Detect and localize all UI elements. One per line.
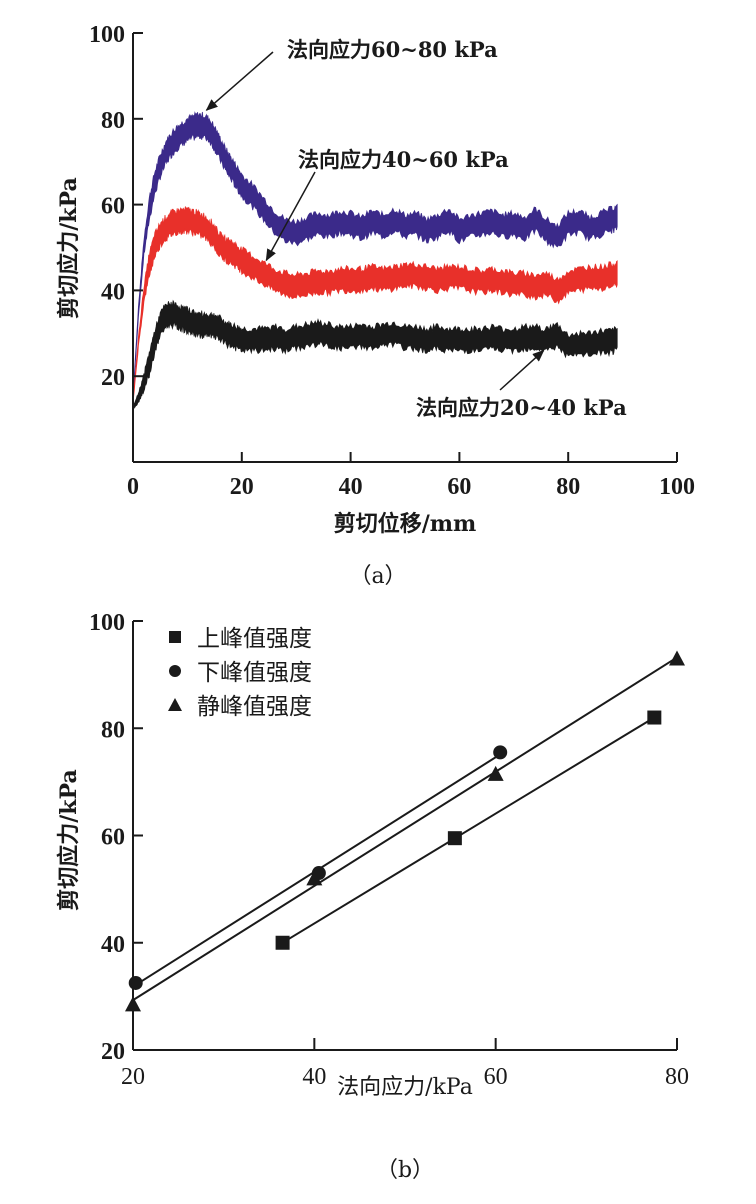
- data-point-circle: [128, 975, 143, 990]
- chart-b-x-axis-title: 法向应力/kPa: [337, 1075, 473, 1100]
- curve-band-3: [132, 299, 618, 411]
- chart-a-y-tick-label: 60: [101, 194, 125, 220]
- legend-marker-triangle: [168, 698, 182, 711]
- annotation-label-1: 法向应力60~80 kPa: [287, 37, 498, 62]
- chart-b-x-tick-label: 80: [665, 1064, 689, 1090]
- chart-a-y-tick-label: 80: [101, 108, 125, 134]
- chart-b-y-axis-title: 剪切应力/kPa: [56, 769, 82, 911]
- chart-b-x-tick-label: 60: [484, 1064, 508, 1090]
- annotation-arrow-1: [205, 51, 274, 111]
- chart-a-x-tick-label: 80: [556, 474, 580, 500]
- chart-a-x-tick-label: 60: [447, 474, 471, 500]
- chart-a-x-tick-label: 0: [127, 474, 139, 500]
- data-point-triangle: [487, 765, 504, 781]
- annotation-arrow-3: [499, 349, 545, 391]
- legend-marker-square: [169, 631, 181, 643]
- chart-a-x-tick-label: 40: [339, 474, 363, 500]
- fit-line-square: [282, 716, 655, 944]
- data-point-triangle: [669, 650, 685, 666]
- chart-a-y-tick-label: 100: [89, 22, 125, 48]
- chart-a-y-axis-title: 剪切应力/kPa: [56, 177, 82, 319]
- data-point-triangle: [125, 996, 141, 1012]
- legend-marker-circle: [169, 665, 181, 677]
- chart-a-x-tick-label: 100: [659, 474, 695, 500]
- chart-b-y-tick-label: 60: [101, 825, 125, 851]
- data-point-triangle: [306, 870, 323, 886]
- chart-b-axes: 20 40 60 80 20 40 60 80 100: [89, 610, 689, 1090]
- chart-b-y-tick-label: 40: [101, 932, 125, 958]
- chart-b-fit-lines: [132, 656, 678, 1001]
- legend-label-triangle: 静峰值强度: [197, 694, 312, 720]
- data-point-square: [647, 710, 662, 725]
- curve-band-1: [132, 111, 618, 399]
- chart-b-caption: （b）: [376, 1158, 434, 1183]
- annotation-label-3: 法向应力20~40 kPa: [416, 395, 627, 420]
- chart-b-y-tick-label: 100: [89, 610, 125, 636]
- fit-line-circle: [135, 753, 501, 986]
- data-point-square: [447, 831, 462, 846]
- curve-band-2: [132, 206, 618, 404]
- chart-a-caption: （a）: [349, 564, 406, 589]
- fit-line-triangle: [132, 656, 678, 1001]
- data-point-circle: [493, 745, 508, 760]
- chart-b-markers: [125, 650, 685, 1012]
- chart-a-y-tick-label: 40: [101, 279, 125, 305]
- chart-a-x-tick-label: 20: [230, 474, 254, 500]
- chart-a-curves: [132, 111, 618, 411]
- data-point-square: [275, 935, 290, 950]
- chart-a-x-axis-title: 剪切位移/mm: [334, 511, 477, 537]
- chart-a-annotations: 法向应力60~80 kPa 法向应力40~60 kPa 法向应力20~40 kPa: [205, 37, 627, 420]
- annotation-label-2: 法向应力40~60 kPa: [298, 147, 509, 172]
- chart-b-y-tick-label: 20: [101, 1039, 125, 1065]
- legend-label-square: 上峰值强度: [197, 626, 312, 652]
- chart-a-axes: 0 20 40 60 80 100 20 40 60 80 100: [89, 22, 695, 500]
- chart-b-x-tick-label: 40: [302, 1064, 326, 1090]
- chart-a-y-tick-label: 20: [101, 365, 125, 391]
- legend-label-circle: 下峰值强度: [197, 660, 312, 686]
- chart-b-x-tick-label: 20: [121, 1064, 145, 1090]
- annotation-arrow-2: [265, 171, 316, 262]
- data-point-circle: [311, 866, 326, 881]
- chart-b-y-tick-label: 80: [101, 717, 125, 743]
